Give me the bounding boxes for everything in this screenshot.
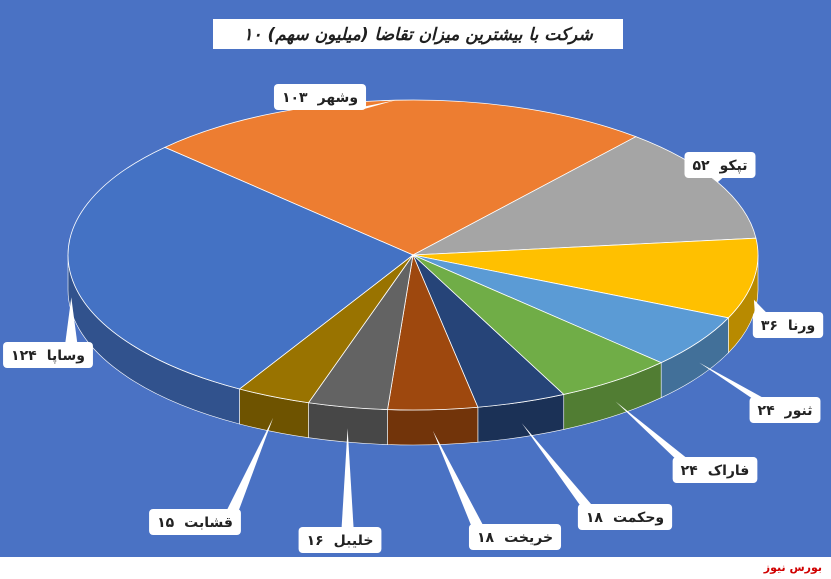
label-name: قشابت — [184, 515, 233, 531]
slice — [412, 237, 759, 319]
label-pointer — [341, 428, 354, 528]
label-box — [149, 509, 241, 535]
label-box — [298, 527, 382, 553]
label-value: ۳۶ — [761, 318, 778, 334]
label-name: خلیبل — [334, 533, 374, 549]
data-label: خلیبل ۱۶ — [298, 428, 382, 553]
slice-side — [387, 406, 479, 446]
label-value: ۱۰۳ — [282, 90, 308, 106]
label-box — [577, 504, 673, 530]
label-value: ۵۲ — [693, 158, 711, 174]
data-label: خریخت ۱۸ — [432, 430, 562, 550]
data-label: ثنور ۲۴ — [699, 362, 821, 423]
footer-strip — [0, 557, 831, 579]
data-label: قشابت ۱۵ — [149, 417, 274, 535]
label-value: ۱۵ — [157, 515, 175, 531]
label-name: تپکو — [719, 158, 748, 174]
label-name: فاراک — [708, 463, 750, 479]
label-box — [273, 84, 367, 110]
label-box — [752, 312, 824, 338]
label-pointer — [65, 297, 78, 343]
label-box — [3, 342, 93, 368]
label-name: وشهر — [317, 90, 358, 106]
chart-title: ۱۰ شرکت با بیشترین میزان تقاضا (میلیون س… — [243, 25, 593, 45]
data-label: تپکو ۵۲ — [684, 152, 756, 183]
data-label: وساپا ۱۲۴ — [3, 297, 93, 368]
label-pointer — [615, 401, 687, 458]
slice — [412, 136, 757, 256]
title-box — [213, 19, 623, 49]
label-pointer — [521, 423, 592, 505]
data-label: ورنا ۳۶ — [752, 299, 824, 338]
slice — [67, 146, 414, 390]
data-label: فاراک ۲۴ — [615, 401, 758, 483]
label-pointer — [699, 362, 764, 398]
label-name: وساپا — [47, 348, 85, 364]
label-name: وحکمت — [613, 510, 664, 526]
label-name: ورنا — [788, 318, 815, 334]
label-value: ۱۸ — [477, 530, 495, 546]
label-box — [684, 152, 756, 178]
label-name: خریخت — [504, 530, 553, 546]
data-label: وحکمت ۱۸ — [521, 423, 673, 530]
label-value: ۱۲۴ — [11, 348, 37, 364]
label-pointer — [432, 430, 483, 525]
label-pointer — [711, 177, 724, 183]
label-value: ۲۴ — [758, 403, 776, 419]
label-value: ۱۸ — [586, 510, 604, 526]
label-value: ۱۶ — [307, 533, 324, 549]
slice — [163, 99, 637, 256]
label-pointer — [226, 417, 274, 510]
watermark: بورس نیوز — [763, 561, 822, 574]
label-box — [749, 397, 821, 423]
label-value: ۲۴ — [681, 463, 699, 479]
data-label: وشهر ۱۰۳ — [273, 84, 396, 110]
label-pointer — [753, 299, 767, 313]
label-name: ثنور — [784, 403, 813, 419]
label-box — [672, 457, 758, 483]
label-box — [468, 524, 562, 550]
